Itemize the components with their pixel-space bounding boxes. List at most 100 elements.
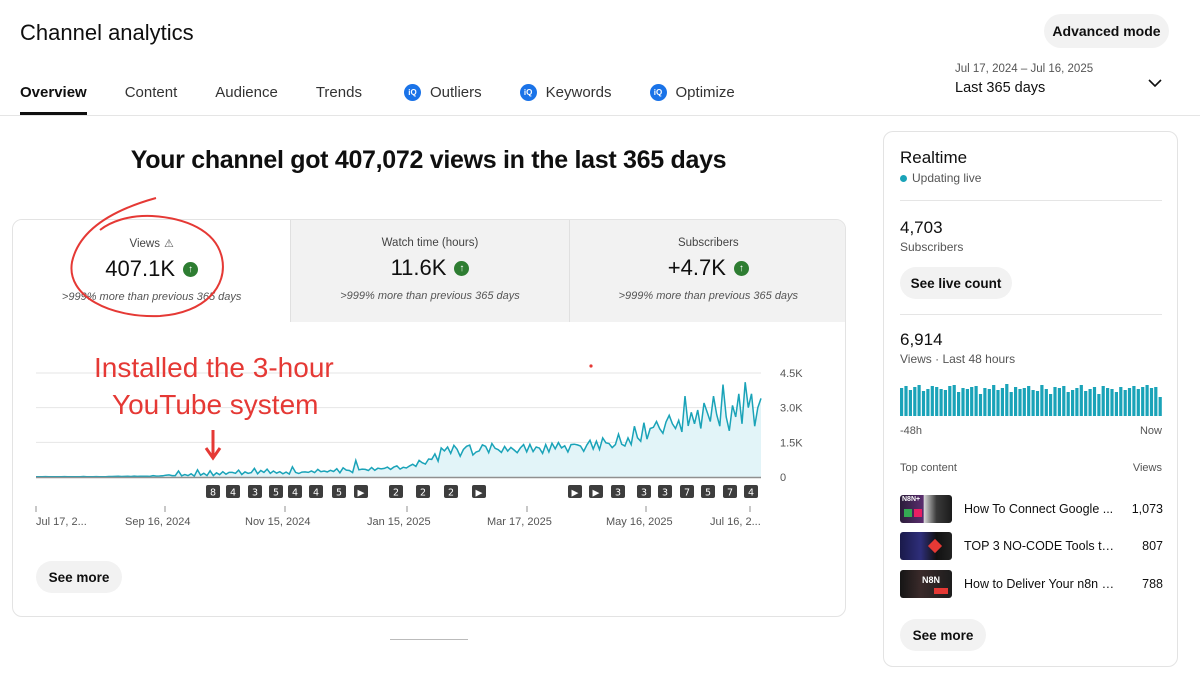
views-column-label: Views: [1132, 462, 1162, 474]
marker-box: [637, 485, 651, 498]
upload-marker[interactable]: 8: [206, 485, 220, 499]
top-content-item[interactable]: TOP 3 NO-CODE Tools to S... 807: [900, 532, 1163, 560]
tab-content[interactable]: Content: [125, 80, 178, 116]
realtime-bar: [1035, 391, 1040, 416]
realtime-bar: [926, 389, 930, 416]
realtime-bar: [1123, 390, 1127, 416]
divider: [900, 314, 1162, 315]
realtime-bar: [1062, 386, 1066, 416]
upload-marker[interactable]: 3: [611, 485, 625, 499]
upload-marker[interactable]: 4: [226, 485, 240, 499]
tab-outliers[interactable]: iQ Outliers: [403, 80, 482, 116]
upload-marker[interactable]: 5: [269, 485, 283, 499]
upload-marker[interactable]: 3: [637, 485, 651, 499]
page-title: Channel analytics: [20, 20, 194, 45]
tab-overview[interactable]: Overview: [20, 80, 87, 116]
video-thumbnail: N8N: [900, 570, 952, 598]
metric-comparison: >999% more than previous 365 days: [61, 291, 242, 303]
video-thumbnail: N8N+: [900, 495, 952, 523]
upload-marker[interactable]: 2: [389, 485, 403, 499]
realtime-bar: [904, 386, 908, 416]
realtime-bar-chart[interactable]: [900, 384, 1163, 416]
see-more-button[interactable]: See more: [36, 561, 122, 593]
marker-box: [248, 485, 262, 498]
marker-box: [288, 485, 302, 498]
tab-label: Trends: [315, 84, 362, 101]
realtime-bar: [1040, 385, 1044, 416]
realtime-bar: [1018, 389, 1022, 416]
upload-marker[interactable]: 4: [288, 485, 302, 499]
realtime-bar: [948, 386, 952, 416]
realtime-bar: [996, 390, 1000, 416]
video-views: 807: [1142, 539, 1163, 553]
advanced-mode-button[interactable]: Advanced mode: [1044, 14, 1169, 48]
upload-marker[interactable]: 3: [658, 485, 672, 499]
metric-tabs: Views ⚠ 407.1K ↑ >999% more than previous …: [13, 220, 845, 322]
realtime-bar: [935, 387, 939, 416]
marker-label: 8: [210, 488, 216, 499]
annotation-line2: YouTube system: [112, 389, 319, 420]
upload-marker[interactable]: 4: [744, 485, 758, 499]
upload-marker[interactable]: ▶: [472, 485, 486, 499]
upload-marker[interactable]: 7: [680, 485, 694, 499]
see-live-count-button[interactable]: See live count: [900, 267, 1012, 299]
metric-value: +4.7K: [667, 255, 726, 280]
metric-subscribers[interactable]: Subscribers +4.7K ↑ >999% more than previ…: [568, 220, 845, 322]
realtime-bar: [1149, 388, 1154, 416]
realtime-bar: [1101, 386, 1105, 416]
metric-views[interactable]: Views ⚠ 407.1K ↑ >999% more than previous …: [13, 220, 291, 322]
marker-label: 4: [748, 488, 754, 499]
realtime-bar: [908, 390, 912, 416]
realtime-bar: [1057, 388, 1061, 416]
realtime-bar: [1097, 394, 1101, 416]
upload-marker[interactable]: 2: [444, 485, 458, 499]
metric-value: 11.6K: [390, 255, 447, 280]
marker-box: [416, 485, 430, 498]
video-title: How to Deliver Your n8n Pr...: [964, 577, 1120, 591]
arrow-up-icon: ↑: [183, 261, 199, 277]
x-tick-label: Jul 16, 2...: [710, 516, 761, 528]
upload-marker[interactable]: ▶: [589, 485, 603, 499]
marker-label: 7: [727, 488, 733, 499]
tab-trends[interactable]: Trends: [316, 80, 362, 116]
x-tick-label: Jul 17, 2...: [36, 516, 87, 528]
upload-marker[interactable]: 4: [309, 485, 323, 499]
live-dot-icon: [900, 174, 907, 182]
top-content-item[interactable]: N8N How to Deliver Your n8n Pr... 788: [900, 570, 1163, 598]
marker-label: 4: [292, 488, 298, 499]
upload-marker[interactable]: ▶: [354, 485, 368, 499]
see-more-realtime-button[interactable]: See more: [900, 619, 986, 651]
realtime-bar: [1119, 387, 1123, 416]
marker-box: [354, 485, 368, 498]
upload-marker[interactable]: 7: [723, 485, 737, 499]
views-line-chart[interactable]: 4.5K 3.0K 1.5K 0 8 4 3 5 4 4 5 ▶ 2 2 2 ▶ ▶ ▶ 3 3 3 7 5 7 4 Jul 17…: [13, 322, 845, 572]
tab-optimize[interactable]: iQ Optimize: [649, 80, 735, 116]
marker-box: [226, 485, 240, 498]
axis-end-label: Now: [1139, 425, 1162, 437]
live-status: Updating live: [900, 171, 981, 185]
tab-audience[interactable]: Audience: [215, 80, 278, 116]
metric-watch-time[interactable]: Watch time (hours) 11.6K ↑ >999% more tha…: [290, 220, 569, 322]
marker-label: 2: [393, 488, 399, 499]
upload-marker[interactable]: 2: [416, 485, 430, 499]
app-icon: [914, 509, 922, 517]
tab-keywords[interactable]: iQ Keywords: [519, 80, 612, 116]
realtime-bar: [1110, 389, 1114, 416]
metric-comparison: >999% more than previous 365 days: [618, 290, 799, 302]
chevron-down-icon[interactable]: [1146, 74, 1164, 92]
top-content-label: Top content: [900, 462, 957, 474]
top-content-item[interactable]: N8N+ How To Connect Google ... 1,073: [900, 495, 1163, 523]
realtime-bar: [1158, 397, 1162, 416]
marker-label: 4: [313, 488, 319, 499]
x-tick-label: Nov 15, 2024: [245, 516, 310, 528]
upload-marker[interactable]: ▶: [568, 485, 582, 499]
realtime-bar: [983, 388, 987, 416]
date-range-picker[interactable]: Jul 17, 2024 – Jul 16, 2025 Last 365 day…: [955, 63, 1093, 96]
upload-marker[interactable]: 5: [332, 485, 346, 499]
realtime-bar: [970, 387, 974, 416]
metric-label: Subscribers: [677, 237, 739, 249]
upload-marker[interactable]: 3: [248, 485, 262, 499]
upload-marker[interactable]: 5: [701, 485, 715, 499]
marker-label: 5: [336, 488, 342, 499]
